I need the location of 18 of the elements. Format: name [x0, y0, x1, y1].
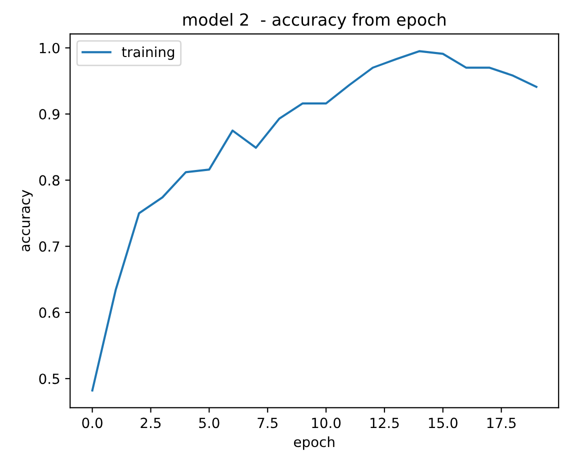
y-tick-label: 0.7: [39, 241, 60, 252]
x-tick-label: 2.5: [140, 418, 161, 428]
chart-title: model 2 - accuracy from epoch: [183, 12, 446, 30]
x-tick-label: 7.5: [258, 418, 278, 428]
x-axis-title: epoch: [294, 436, 334, 450]
y-tick-label: 0.9: [39, 108, 60, 120]
x-tick-label: 10.0: [312, 418, 341, 428]
x-tick-label: 5.0: [199, 418, 220, 428]
x-tick-label: 12.5: [370, 418, 399, 428]
x-tick-label: 0.0: [82, 418, 102, 428]
y-tick-label: 0.8: [39, 175, 60, 186]
y-tick-label: 0.5: [39, 374, 60, 384]
legend-label: training: [122, 46, 174, 60]
y-tick-label: 0.6: [39, 307, 60, 318]
y-axis-title: accuracy: [22, 190, 33, 252]
y-tick-label: 1.0: [40, 42, 60, 54]
x-tick-label: 17.5: [487, 418, 516, 428]
x-tick-label: 15.0: [428, 418, 458, 428]
